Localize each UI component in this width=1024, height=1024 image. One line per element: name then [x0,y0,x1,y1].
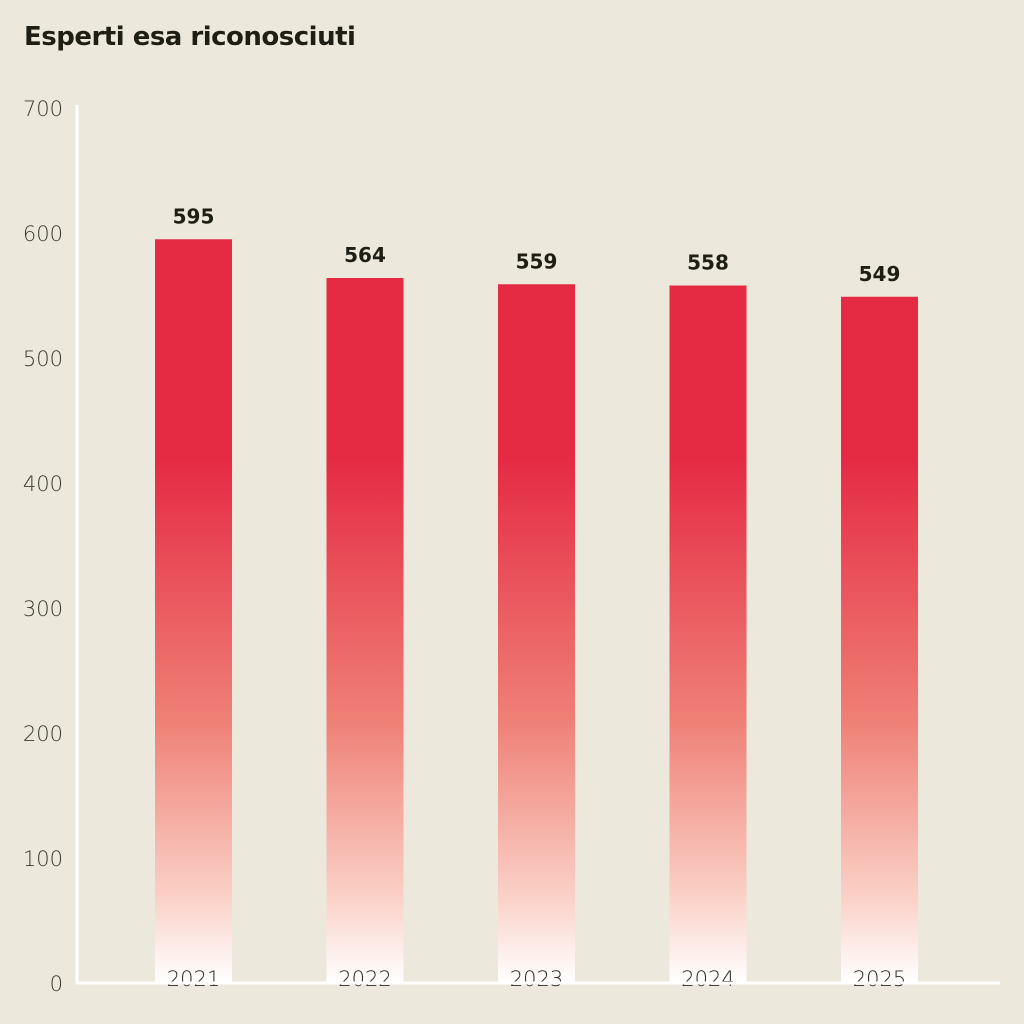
bar-2023 [498,284,575,983]
x-tick-label: 2022 [338,967,391,991]
x-tick-label: 2025 [853,967,906,991]
y-tick-label: 200 [23,722,63,746]
data-label: 558 [687,251,729,275]
bar-2024 [669,285,747,983]
y-tick-label: 0 [50,972,63,996]
y-tick-label: 700 [23,97,63,121]
x-tick-label: 2021 [167,967,220,991]
bar-2025 [841,296,918,983]
data-label: 595 [173,204,215,228]
bar-2021 [155,239,232,983]
y-tick-label: 600 [23,222,63,246]
y-tick-label: 300 [23,597,63,621]
y-tick-label: 100 [23,847,63,871]
x-tick-label: 2023 [510,967,563,991]
chart-title: Esperti esa riconosciuti [24,22,356,52]
x-tick-label: 2024 [681,967,734,991]
data-label: 559 [516,249,558,273]
y-tick-label: 500 [23,347,63,371]
bar-2022 [326,278,404,983]
y-tick-label: 400 [23,472,63,496]
data-label: 564 [344,243,386,267]
data-label: 549 [859,262,901,286]
